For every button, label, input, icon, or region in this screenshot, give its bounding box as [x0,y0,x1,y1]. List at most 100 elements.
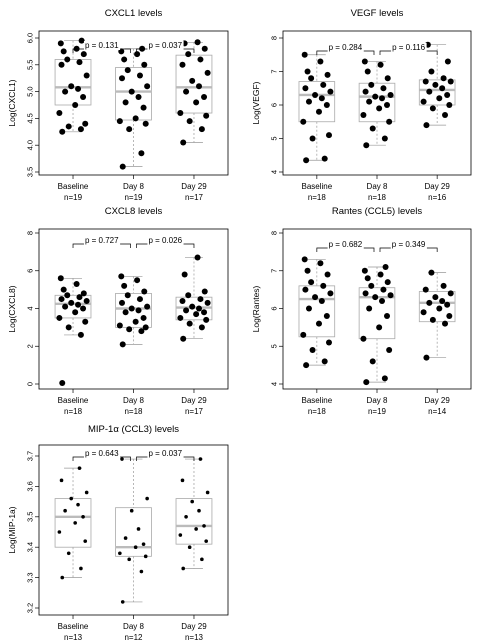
box [298,285,336,338]
data-point [327,88,334,95]
data-point [187,545,192,549]
pvalue-label-bg [147,236,184,245]
pvalue-label: p = 0.682 [329,240,363,249]
data-point [429,316,436,323]
data-point [141,542,146,546]
chart-title: CXCL1 levels [105,8,163,19]
sample-size-label: n=18 [124,407,143,416]
data-point [308,279,315,286]
data-point [204,299,211,306]
box-group-3 [418,41,456,129]
x-category-label: Baseline [58,622,89,631]
data-point [177,314,184,321]
data-point [325,132,332,139]
box [54,294,92,319]
y-tick-label: 5 [270,136,279,140]
y-tick-label: 3.6 [26,481,35,491]
x-category-label: Baseline [58,182,89,191]
y-tick-label: 2 [26,344,35,348]
box [358,82,396,123]
pvalue-bracket-2: p = 0.037 [136,41,195,53]
data-point [180,139,187,146]
data-point [368,81,375,88]
data-point [305,305,312,312]
box [298,81,336,123]
data-point [202,524,206,528]
data-point [423,122,430,129]
box-group-1 [54,466,92,580]
data-point [185,51,192,58]
data-point [305,98,312,105]
data-point [420,98,427,105]
data-point [312,91,319,98]
data-point [78,37,85,44]
pvalue-label-bg [147,449,184,458]
pvalue-label-bg [390,240,427,249]
data-point [194,39,201,46]
data-point [73,521,77,525]
y-tick-label: 7 [270,69,279,73]
data-point [381,135,388,142]
data-point [198,457,203,461]
chart-title: CXCL8 levels [105,206,163,217]
data-point [197,508,201,513]
data-point [320,282,327,289]
data-point [384,279,391,286]
data-point [201,45,208,52]
sample-size-label: n=16 [428,193,447,202]
data-point [144,83,151,90]
data-point [325,339,332,346]
data-point [384,313,391,320]
y-tick-label: 6 [270,306,279,310]
y-tick-label: 3.4 [26,542,35,552]
data-point [200,557,204,562]
data-point [80,51,87,58]
data-point [80,305,87,312]
data-point [134,51,141,58]
data-point [423,354,430,361]
data-point [194,527,198,531]
data-point [422,78,429,85]
box-group-1 [298,256,336,369]
data-point [145,496,149,501]
data-point [65,123,72,130]
data-point [135,307,142,314]
pvalue-label: p = 0.727 [85,236,119,245]
box [175,498,213,545]
pvalue-label: p = 0.037 [148,41,182,50]
data-point [116,322,123,329]
data-point [81,515,85,519]
data-point [203,316,210,323]
data-point [366,98,373,105]
data-point [180,335,187,342]
sample-size-label: n=19 [368,407,387,416]
pvalue-label-bg [327,240,364,249]
data-point [426,299,433,306]
data-point [116,118,123,125]
data-point [120,600,125,604]
data-point [132,115,139,122]
x-category-label: Day 8 [367,396,388,405]
data-point [83,539,88,543]
data-point [183,88,190,95]
data-point [196,83,203,90]
box-group-3 [418,269,456,361]
data-point [380,85,387,92]
data-point [323,313,330,320]
data-point [76,502,80,507]
data-point [184,515,188,519]
data-point [56,110,63,117]
data-point [372,294,379,301]
x-category-label: Day 29 [424,396,450,405]
data-point [368,282,375,289]
y-tick-label: 4 [26,306,35,310]
data-point [379,297,386,304]
y-tick-label: 4 [270,382,279,386]
sample-size-label: n=19 [124,193,143,202]
data-point [83,72,90,79]
data-point [428,68,435,75]
pvalue-bracket-1: p = 0.727 [72,236,131,248]
data-point [60,575,65,580]
data-point [309,347,316,354]
